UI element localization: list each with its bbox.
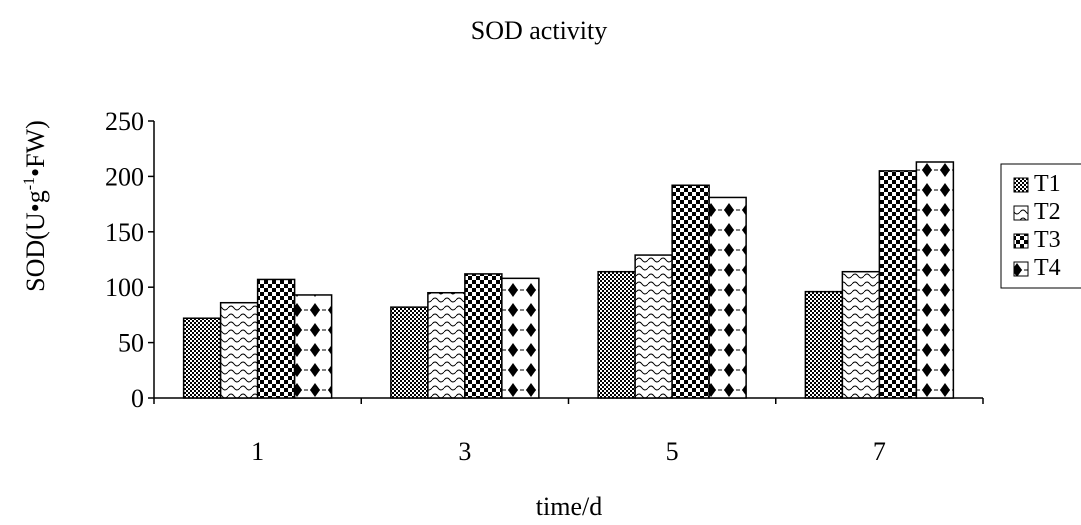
legend-swatch-t3 [1013,233,1029,249]
bar-t3-day-5 [671,184,710,399]
y-tick-label: 50 [118,329,144,358]
bar-t3-day-3 [464,273,503,399]
legend-label-t3: T3 [1034,227,1061,253]
bar-t2-day-3 [427,291,466,399]
y-tick-label: 250 [105,107,144,136]
bar-t3-day-1 [256,278,296,399]
y-tick-label: 150 [105,218,144,247]
x-tick-label: 1 [251,437,264,466]
y-tick-label: 0 [131,384,144,413]
bars-group [182,161,955,399]
legend-label-t1: T1 [1034,171,1061,197]
bar-t4-day-3 [501,277,540,399]
bar-t1-day-1 [182,317,222,399]
x-tick-label: 3 [458,437,471,466]
legend-swatch-t2 [1013,205,1029,221]
bar-t1-day-3 [390,306,429,399]
legend-label-t2: T2 [1034,199,1061,225]
y-axis: 0 50 100 150 200 250 [105,107,155,413]
bar-t2-day-1 [219,301,259,399]
bar-t2-day-7 [841,270,881,399]
legend-swatch-t4 [1013,261,1029,277]
bar-t3-day-7 [878,170,918,399]
y-axis-label: SOD(U•g-1•FW) [21,120,50,292]
x-axis: 1 3 5 7 [153,397,984,466]
x-tick-label: 5 [666,437,679,466]
x-tick-label: 7 [873,437,886,466]
x-axis-label: time/d [536,492,602,521]
bar-t4-day-5 [708,196,747,399]
bar-t1-day-7 [804,290,844,399]
y-tick-label: 100 [105,273,144,302]
bar-t2-day-5 [634,254,673,399]
legend-swatch-t1 [1013,177,1029,193]
bar-t4-day-1 [293,294,333,399]
chart-title: SOD activity [471,16,608,45]
legend-label-t4: T4 [1034,255,1061,281]
y-tick-label: 200 [105,162,144,191]
bar-t4-day-7 [915,161,955,399]
bar-t1-day-5 [597,270,636,399]
